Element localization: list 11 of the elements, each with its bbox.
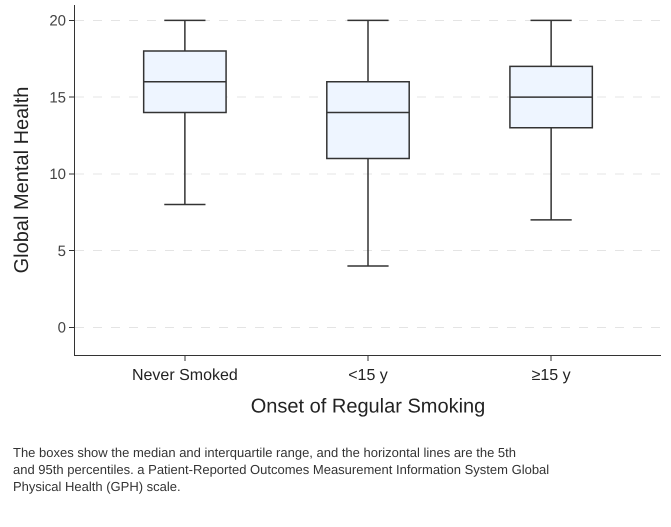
y-tick-label: 10 — [49, 166, 66, 184]
x-tick-label: Never Smoked — [132, 367, 238, 384]
y-tick-label: 20 — [49, 12, 66, 30]
y-axis-title: Global Mental Health — [10, 86, 33, 274]
x-tick-label: ≥15 y — [532, 367, 571, 384]
x-axis-title: Onset of Regular Smoking — [250, 396, 486, 418]
x-tick-label: <15 y — [348, 367, 388, 384]
y-tick-label: 0 — [58, 320, 66, 337]
y-tick-label: 5 — [58, 242, 66, 260]
text: The boxes show the median and interquartile range, and the horizontal lines are the 5th and 95th percentiles. a Patient-Reported Outcomes Measurement Information System Global Physical Health (GPH) scale. — [13, 445, 550, 494]
y-tick-label: 15 — [49, 89, 66, 106]
